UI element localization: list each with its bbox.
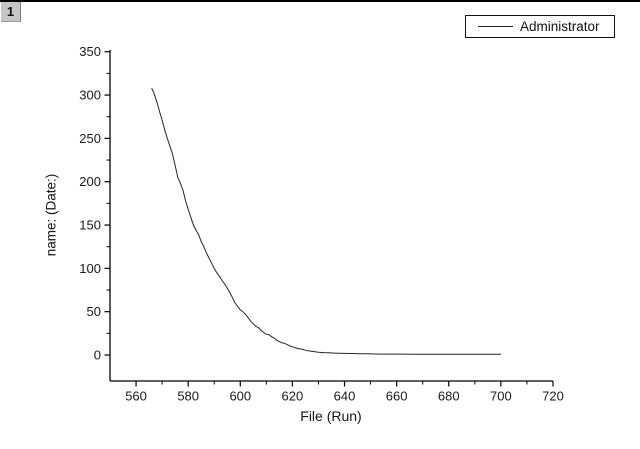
svg-text:720: 720 <box>542 389 564 404</box>
svg-text:560: 560 <box>125 389 147 404</box>
svg-text:600: 600 <box>229 389 251 404</box>
svg-text:580: 580 <box>177 389 199 404</box>
svg-text:620: 620 <box>282 389 304 404</box>
svg-text:660: 660 <box>386 389 408 404</box>
x-axis-tick-labels: 560 580 600 620 640 660 680 700 720 <box>125 389 564 404</box>
svg-text:250: 250 <box>79 131 101 146</box>
y-axis-tick-labels: 0 50 100 150 200 250 300 350 <box>79 44 101 362</box>
y-axis-ticks <box>104 51 110 356</box>
legend-line-sample <box>478 26 513 27</box>
y-axis-title: name: (Date:) <box>43 173 59 257</box>
layer-1-button[interactable]: 1 <box>1 2 21 22</box>
svg-text:680: 680 <box>438 389 460 404</box>
window-top-border <box>0 0 640 2</box>
svg-text:50: 50 <box>87 304 101 319</box>
svg-text:100: 100 <box>79 261 101 276</box>
svg-text:700: 700 <box>490 389 512 404</box>
x-axis-ticks <box>135 381 554 387</box>
svg-text:350: 350 <box>79 44 101 59</box>
legend-series-label: Administrator <box>520 19 600 34</box>
svg-text:200: 200 <box>79 174 101 189</box>
svg-text:150: 150 <box>79 218 101 233</box>
svg-text:640: 640 <box>334 389 356 404</box>
legend-box[interactable]: Administrator <box>465 15 615 38</box>
series-line-administrator <box>151 87 501 355</box>
x-axis-title: File (Run) <box>300 408 362 424</box>
svg-text:300: 300 <box>79 88 101 103</box>
svg-text:0: 0 <box>94 348 101 363</box>
